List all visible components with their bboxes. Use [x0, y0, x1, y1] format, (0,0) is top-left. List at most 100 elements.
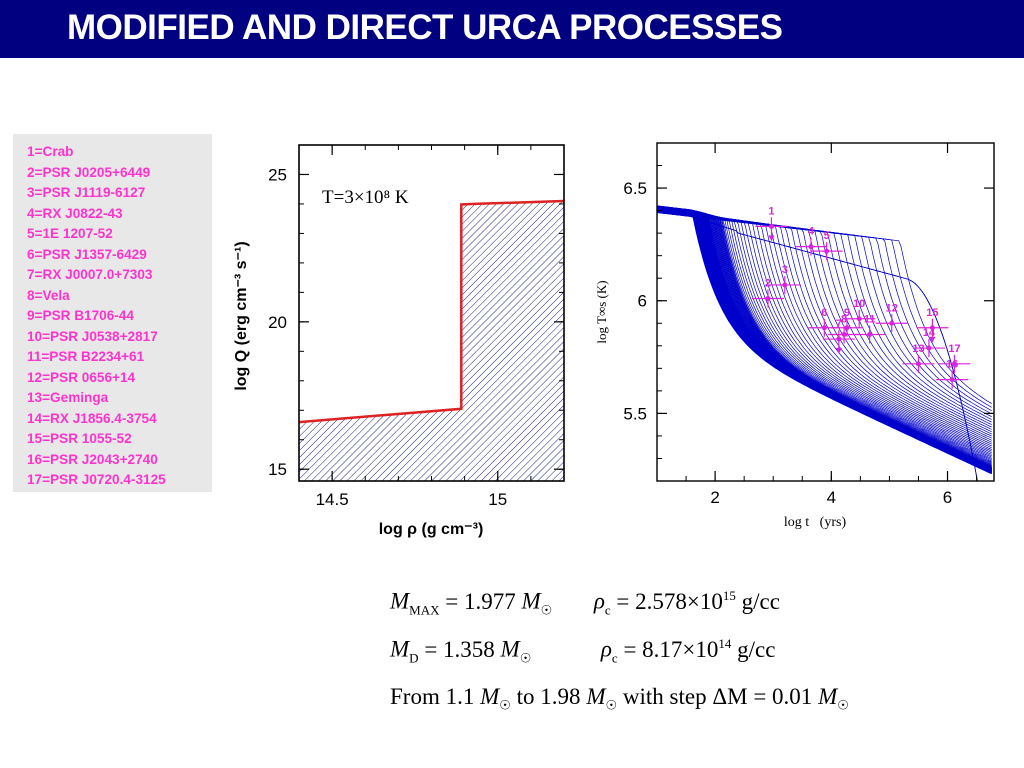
emissivity-line	[298, 199, 565, 424]
legend-item: 17=PSR J0720.4-3125	[27, 472, 166, 487]
observation-point	[889, 320, 895, 326]
legend-item: 15=PSR 1055-52	[27, 431, 132, 446]
legend-item: 12=PSR 0656+14	[27, 369, 136, 385]
observation-label: 12	[886, 302, 898, 314]
x-tick-label: 2	[710, 488, 719, 507]
formula-step: with step ΔM	[622, 684, 748, 709]
cooling-curves	[657, 205, 992, 481]
formula-density: = 2.578×10	[616, 588, 723, 614]
slide-title: MODIFIED AND DIRECT URCA PROCESSES	[67, 8, 783, 47]
solar-symbol: ☉	[519, 650, 532, 666]
emissivity-ticks: 14.5 15 15 20 25	[268, 144, 565, 509]
observation-label: 10	[853, 298, 865, 310]
formula-exponent: 14	[718, 636, 732, 651]
legend-item: 13=Geminga	[27, 390, 109, 405]
formula-subscript: D	[409, 650, 419, 666]
formula-rho-subscript: c	[611, 650, 618, 666]
observation-point	[856, 316, 862, 322]
upper-limit-arrow	[768, 235, 775, 242]
observation-label: 15	[926, 307, 938, 319]
y-tick-label: 5.5	[623, 404, 647, 423]
legend-item: 7=RX J0007.0+7303	[27, 267, 153, 282]
y-tick-label: 25	[268, 165, 287, 184]
emissivity-chart: 14.5 15 15 20 25 T=3×10⁸ K log ρ (g cm⁻³) lo…	[233, 144, 565, 538]
formula-rho: ρ	[600, 636, 612, 662]
observation-point	[844, 325, 850, 331]
upper-limit-arrow	[835, 348, 842, 355]
y-tick-label: 20	[268, 313, 287, 332]
legend-item: 8=Vela	[27, 287, 70, 303]
legend-item: 1=Crab	[27, 144, 74, 159]
observation-point	[915, 361, 921, 367]
x-tick-label: 14.5	[316, 490, 349, 509]
observation-label: 11	[864, 314, 876, 326]
observation-point	[926, 345, 932, 351]
observation-point	[808, 244, 814, 250]
pulsar-legend-list: 1=Crab 2=PSR J0205+6449 3=PSR J1119-6127 4=…	[13, 134, 212, 491]
legend-item: 4=RX J0822-43	[27, 205, 123, 221]
observation-point	[951, 361, 957, 367]
formula-symbol: M	[390, 636, 410, 662]
emissivity-hatched-area	[299, 201, 564, 481]
cooling-curve	[657, 205, 978, 481]
formula-from: From 1.1	[390, 684, 475, 709]
formula-range: From 1.1 M☉ to 1.98 M☉ with step ΔM = 0.…	[390, 684, 849, 714]
observation-label: 2	[765, 277, 771, 289]
y-tick-label: 15	[268, 460, 287, 479]
formula-exponent: 15	[722, 588, 736, 603]
x-tick-label: 15	[488, 490, 507, 509]
legend-item: 6=PSR J1357-6429	[27, 246, 147, 262]
legend-item: 16=PSR J2043+2740	[27, 451, 158, 467]
formula-symbol: M	[390, 588, 410, 614]
observation-point	[768, 223, 774, 229]
legend-item: 2=PSR J0205+6449	[27, 164, 151, 180]
observation-label: 3	[782, 264, 788, 276]
cooling-ticks: 2 4 6 5.5 6 6.5	[623, 142, 994, 507]
observation-label: 4	[808, 226, 815, 238]
formula-unit: M	[586, 684, 606, 709]
formula-value: = 1.977	[445, 588, 516, 614]
observation-label: 5	[824, 230, 830, 242]
formula-rho: ρ	[593, 588, 605, 614]
formula-unit: M	[480, 684, 500, 709]
formula-unit: M	[521, 588, 541, 614]
emissivity-annotation: T=3×10⁸ K	[322, 187, 409, 208]
observation-label: 13	[912, 343, 924, 355]
formula-subscript: MAX	[409, 602, 440, 618]
formula-rho-subscript: c	[604, 602, 611, 618]
formula-unit: M	[818, 684, 838, 709]
solar-symbol: ☉	[540, 602, 553, 618]
x-tick-label: 6	[943, 488, 952, 507]
formula-density-unit: g/cc	[737, 636, 776, 662]
solar-symbol: ☉	[499, 697, 511, 713]
upper-limit-arrow	[929, 336, 936, 343]
emissivity-y-axis-label: log Q (erg cm⁻³ s⁻¹)	[233, 241, 250, 390]
observation-point	[949, 377, 955, 383]
x-tick-label: 4	[827, 488, 836, 507]
legend-item: 10=PSR J0538+2817	[27, 328, 158, 344]
observation-label: 17	[948, 343, 960, 355]
observation-label: 9	[844, 307, 850, 319]
formula-unit: M	[500, 636, 520, 662]
y-tick-label: 6.5	[623, 179, 647, 198]
observation-points: 1234567891011121314151617	[751, 205, 971, 389]
cooling-x-axis-label: log t (yrs)	[784, 515, 847, 530]
formula-md: MD = 1.358 M☉ ρc = 8.17×1014 g/cc	[390, 636, 775, 666]
formula-mmax: MMAX = 1.977 M☉ ρc = 2.578×1015 g/cc	[390, 588, 780, 618]
formula-density-unit: g/cc	[741, 588, 780, 614]
formula-step-value: = 0.01	[753, 684, 813, 709]
observation-point	[929, 325, 935, 331]
legend-item: 5=1E 1207-52	[27, 226, 113, 241]
cooling-y-axis-label: log T∞s (K)	[594, 280, 609, 343]
observation-point	[841, 332, 847, 338]
title-bar: MODIFIED AND DIRECT URCA PROCESSES	[0, 0, 1024, 58]
legend-item: 11=PSR B2234+61	[27, 349, 145, 364]
cooling-curve	[657, 212, 992, 404]
solar-symbol: ☉	[605, 697, 618, 713]
formula-to: to 1.98	[516, 684, 581, 709]
emissivity-x-axis-label: log ρ (g cm⁻³)	[379, 521, 484, 538]
observation-point	[867, 332, 873, 338]
observation-point	[824, 248, 830, 254]
